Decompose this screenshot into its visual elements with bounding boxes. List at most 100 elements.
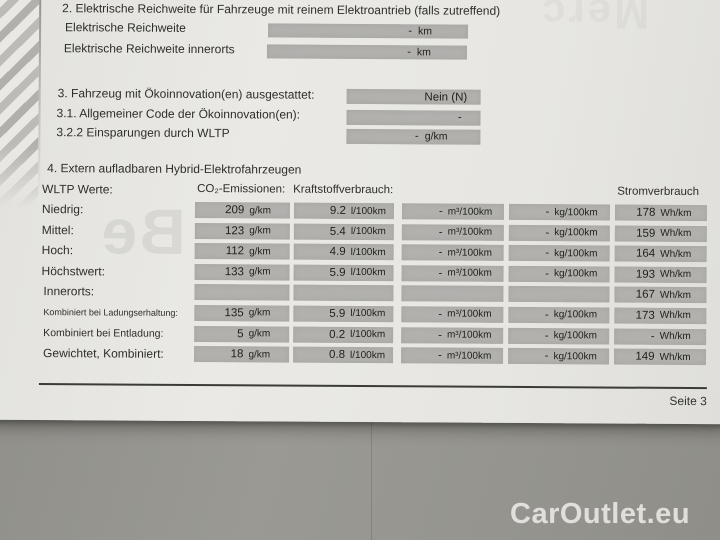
cell-fuel: 9.2 l/100km xyxy=(293,202,395,220)
cell-unit: kg/100km xyxy=(554,247,598,259)
cell-value: 0.2 xyxy=(329,328,346,341)
row-label: Innerorts: xyxy=(43,284,95,299)
cell-unit: g/km xyxy=(248,348,271,360)
row-label: Niedrig: xyxy=(41,202,84,217)
cell-gas xyxy=(401,285,504,302)
cell-unit: Wh/km xyxy=(659,289,692,301)
cell-unit: m³/100km xyxy=(447,247,492,259)
cell-unit: g/km xyxy=(248,266,271,278)
table-header-co2: CO₂-Emissionen: xyxy=(197,183,286,196)
cell-gas: - m³/100km xyxy=(401,347,504,364)
cell-value: 173 xyxy=(635,309,655,322)
cell-value: - xyxy=(437,349,442,362)
row-label: Hoch: xyxy=(41,243,74,258)
cell-gas: - m³/100km xyxy=(401,264,504,282)
cell-gas: - m³/100km xyxy=(401,203,505,220)
cell-value: 123 xyxy=(224,224,245,237)
cell-value: 9.2 xyxy=(329,204,346,217)
cell-value: - xyxy=(545,206,550,219)
cell-unit: m³/100km xyxy=(446,329,492,341)
cell-power: 167 Wh/km xyxy=(614,286,707,304)
cell-h2: - kg/100km xyxy=(508,306,610,324)
cell-unit: g/km xyxy=(249,245,271,257)
cell-value: 193 xyxy=(635,268,656,281)
cell-gas: - m³/100km xyxy=(401,244,504,261)
footer-rule xyxy=(38,383,707,390)
cell-value: 209 xyxy=(225,204,245,217)
cell-gas: - m³/100km xyxy=(401,223,504,241)
row-label: Mittel: xyxy=(41,222,74,237)
cell-value: - xyxy=(545,247,550,260)
row-label: Höchstwert: xyxy=(41,263,105,278)
cell-h2: - kg/100km xyxy=(508,347,610,365)
field-label-oekoinnovation: 3. Fahrzeug mit Ökoinnovation(en) ausges… xyxy=(57,86,315,102)
cell-unit: m³/100km xyxy=(447,226,493,238)
cell-value: - xyxy=(438,246,443,259)
cell-unit: l/100km xyxy=(350,328,386,341)
cell-unit: Wh/km xyxy=(659,309,691,322)
cell-power: 159 Wh/km xyxy=(614,225,707,242)
cell-value: 5 xyxy=(237,327,244,340)
field-value: - xyxy=(408,25,413,38)
cell-value: - xyxy=(545,226,550,239)
cell-power: 173 Wh/km xyxy=(614,307,707,324)
cell-fuel: 5.9 l/100km xyxy=(293,305,394,322)
row-label: Kombiniert bei Entladung: xyxy=(43,326,164,340)
cell-fuel: 5.4 l/100km xyxy=(293,223,394,240)
page-content: Be Merc 2. Elektrische Reichweite für Fa… xyxy=(0,0,720,409)
page-number: Seite 3 xyxy=(669,393,707,409)
cell-co2: 135 g/km xyxy=(194,304,290,322)
cell-unit: Wh/km xyxy=(659,351,691,363)
cell-unit: m³/100km xyxy=(447,308,492,320)
cell-h2: - kg/100km xyxy=(508,327,610,345)
table-row: Gewichtet, Kombiniert: 18 g/km 0.8 l/100km… xyxy=(0,345,719,366)
cell-power: - Wh/km xyxy=(614,328,707,345)
cell-gas: - m³/100km xyxy=(401,305,504,323)
table-surface-crease xyxy=(371,420,372,540)
cell-power: 164 Wh/km xyxy=(614,245,707,263)
cell-unit: Wh/km xyxy=(660,268,692,281)
field-value-elektrische-reichweite: - km xyxy=(268,23,469,39)
cell-co2: 5 g/km xyxy=(194,325,290,343)
row-label: Kombiniert bei Ladungserhaltung: xyxy=(43,306,178,318)
section4-title: 4. Extern aufladbaren Hybrid-Elektrofahr… xyxy=(47,161,302,177)
cell-power: 178 Wh/km xyxy=(614,204,707,222)
cell-co2: 123 g/km xyxy=(194,222,290,240)
field-label-reichweite-innerorts: Elektrische Reichweite innerorts xyxy=(63,41,235,57)
table-header-wltp: WLTP Werte: xyxy=(42,182,113,197)
showthrough-ghost-text-top: Merc xyxy=(539,0,650,38)
cell-value: 164 xyxy=(635,247,656,260)
cell-co2: 112 g/km xyxy=(194,242,290,260)
field-value: - xyxy=(457,111,462,124)
field-label-oekoinnovation-code: 3.1. Allgemeiner Code der Ökoinnovation(… xyxy=(56,106,301,122)
cell-unit: kg/100km xyxy=(554,227,598,239)
table-header-fuel: Kraftstoffverbrauch: xyxy=(293,183,394,197)
field-value: - xyxy=(407,45,411,58)
table-row: Kombiniert bei Ladungserhaltung: 135 g/km… xyxy=(0,303,719,324)
cell-fuel: 5.9 l/100km xyxy=(293,264,394,281)
cell-value: - xyxy=(438,225,443,239)
table-row: Mittel: 123 g/km 5.4 l/100km - m³/100km - kg… xyxy=(0,221,720,242)
cell-unit: kg/100km xyxy=(553,330,597,342)
cell-h2: - kg/100km xyxy=(508,203,610,221)
cell-unit: m³/100km xyxy=(447,267,492,279)
cell-value: 0.8 xyxy=(329,348,346,361)
cell-power: 149 Wh/km xyxy=(614,348,707,366)
cell-h2: - kg/100km xyxy=(508,244,610,262)
row-label: Gewichtet, Kombiniert: xyxy=(43,346,164,361)
field-value-reichweite-innerorts: - km xyxy=(266,43,467,60)
cell-fuel: 0.2 l/100km xyxy=(293,326,394,343)
cell-value: 5.9 xyxy=(329,307,346,320)
field-value-einsparungen-wltp: - g/km xyxy=(346,128,481,145)
cell-unit: l/100km xyxy=(350,307,386,320)
cell-value: 18 xyxy=(230,348,244,361)
field-value: Nein (N) xyxy=(424,90,468,104)
cell-co2: 18 g/km xyxy=(194,345,290,363)
cell-value: 159 xyxy=(636,227,656,240)
table-row: Innerorts: 167 Wh/km xyxy=(0,283,719,304)
cell-h2: - kg/100km xyxy=(508,265,610,283)
cell-unit: kg/100km xyxy=(554,206,598,218)
cell-h2: - kg/100km xyxy=(508,224,610,242)
cell-unit: g/km xyxy=(248,307,271,319)
